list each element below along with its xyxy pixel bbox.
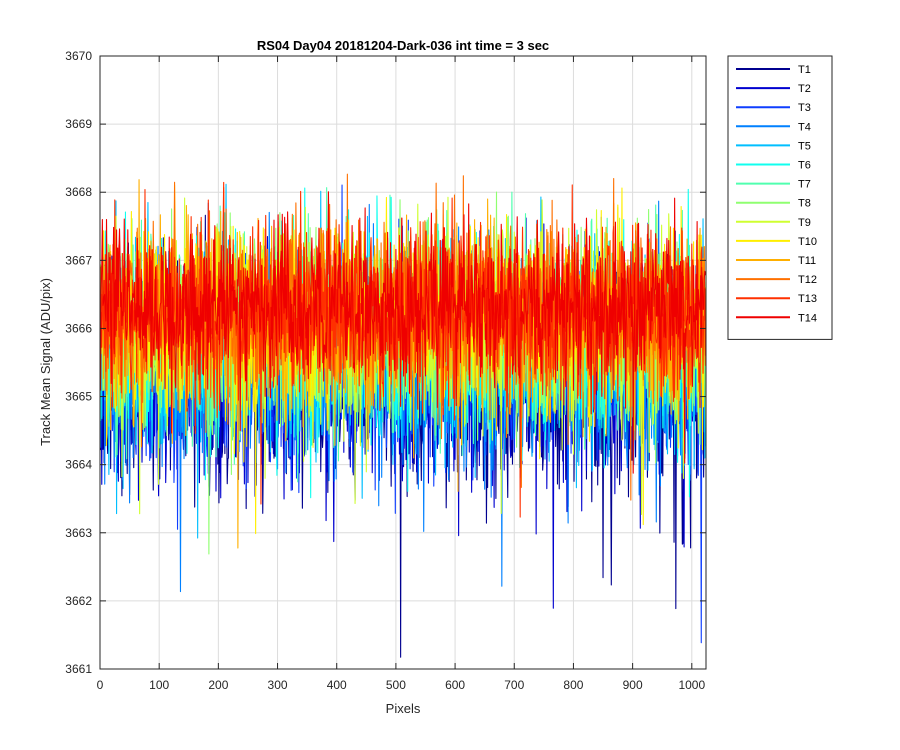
legend-label-t5: T5	[798, 140, 811, 152]
y-tick-label: 3662	[65, 594, 92, 608]
series-line-t14	[100, 191, 706, 474]
y-tick-label: 3668	[65, 185, 92, 199]
x-tick-label: 800	[563, 678, 583, 692]
legend-label-t13: T13	[798, 293, 817, 305]
x-tick-label: 600	[445, 678, 465, 692]
y-tick-label: 3670	[65, 49, 92, 63]
legend-label-t2: T2	[798, 83, 811, 95]
legend-box	[727, 55, 833, 340]
chart-title: RS04 Day04 20181204-Dark-036 int time = …	[257, 38, 549, 53]
y-axis-label: Track Mean Signal (ADU/pix)	[38, 278, 53, 446]
x-tick-label: 500	[386, 678, 406, 692]
y-tick-label: 3667	[65, 253, 92, 267]
x-tick-label: 100	[149, 678, 169, 692]
y-tick-label: 3665	[65, 390, 92, 404]
legend-label-t1: T1	[798, 64, 811, 76]
x-tick-label: 900	[623, 678, 643, 692]
legend-label-t12: T12	[798, 274, 817, 286]
legend-label-t8: T8	[798, 198, 811, 210]
x-tick-label: 0	[97, 678, 104, 692]
y-tick-label: 3664	[65, 458, 92, 472]
x-tick-label: 700	[504, 678, 524, 692]
legend-label-t7: T7	[798, 179, 811, 191]
x-tick-label: 200	[208, 678, 228, 692]
x-tick-label: 1000	[678, 678, 705, 692]
legend-label-t10: T10	[798, 236, 817, 248]
legend-label-t3: T3	[798, 102, 811, 114]
x-axis-label: Pixels	[386, 701, 421, 716]
y-tick-label: 3663	[65, 526, 92, 540]
plot-frame	[99, 55, 707, 670]
x-tick-label: 300	[268, 678, 288, 692]
y-tick-label: 3666	[65, 321, 92, 335]
axis-ticks: 0 100 200 300 400 500 600 700 800 900 1000 3661 3662…	[65, 49, 706, 692]
legend-label-t14: T14	[798, 312, 817, 324]
legend-label-t9: T9	[798, 217, 811, 229]
series-lines	[100, 173, 706, 658]
legend-label-t11: T11	[798, 255, 816, 267]
y-tick-label: 3669	[65, 117, 92, 131]
y-tick-label: 3661	[65, 662, 92, 676]
legend-label-t6: T6	[798, 160, 811, 172]
legend-label-t4: T4	[798, 121, 811, 133]
x-tick-label: 400	[327, 678, 347, 692]
legend: T1 T2 T3 T4 T5 T6 T7 T8 T9 T10 T11 T12 T13 T14	[727, 55, 833, 340]
